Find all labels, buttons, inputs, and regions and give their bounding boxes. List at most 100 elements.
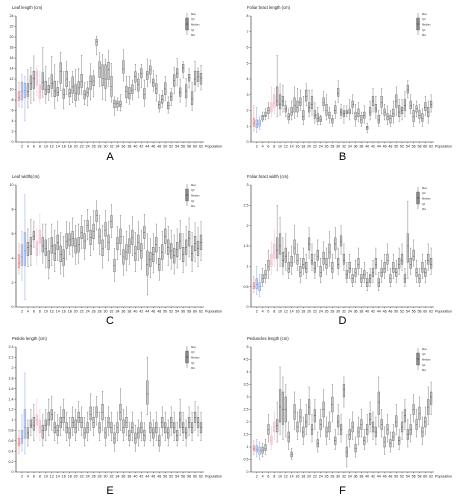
x-tick-label: 12 [50,310,54,314]
box-body [334,105,337,114]
box-body [290,255,293,267]
x-tick-label: 52 [400,310,404,314]
x-tick-label: 54 [175,310,179,314]
x-tick-label: 18 [301,310,305,314]
x-tick-label: 34 [348,310,352,314]
y-tick-label: 0 [247,140,249,144]
box-body [146,250,149,276]
x-tick-label: 48 [388,145,392,149]
box-item [170,406,173,436]
x-tick-label: 22 [313,475,317,479]
box-item [199,411,203,441]
box-item [386,243,389,271]
box-item [322,389,325,428]
x-tick-label: 52 [169,475,173,479]
box-item [310,89,314,116]
box-body [276,86,279,106]
x-tick-label: 36 [121,310,125,314]
x-tick-label: 18 [301,145,305,149]
y-tick-label: 1.5 [244,244,249,248]
box-item [421,253,424,279]
x-tick-label: 8 [273,475,275,479]
box-item [398,99,401,122]
box-body [310,253,314,265]
box-item [77,223,80,264]
box-item [152,70,155,92]
box-item [310,243,314,271]
legend-label: Q1 [191,361,195,365]
y-tick-label: 0.6 [9,439,14,443]
x-tick-label: 10 [44,145,48,149]
legend-label: Q3 [422,191,426,195]
box-item [167,96,170,114]
box-item [389,268,392,287]
box-body [164,82,167,95]
box-item [331,115,334,127]
x-tick-label: 16 [62,310,66,314]
legend-label: Median [191,193,200,197]
box-item [261,111,264,122]
x-tick-label: 54 [406,145,410,149]
x-tick-label: 2 [21,310,23,314]
box-item [32,404,36,441]
y-tick-label: 5 [247,61,249,65]
box-item [258,441,261,460]
box-item [95,36,98,56]
legend-label: Q3 [191,188,195,192]
x-tick-label: 26 [92,310,96,314]
box-item [170,88,173,106]
box-body [38,419,41,434]
x-axis-title: Population [205,145,222,149]
y-tick-label: 6 [247,46,249,50]
y-tick-label: 1 [12,418,14,422]
box-body [92,75,95,86]
legend-label: Q1 [422,28,426,32]
y-tick-label: 2.5 [244,204,249,208]
x-tick-label: 16 [62,475,66,479]
box-item [173,411,176,441]
box-item [406,80,409,99]
box-body [398,258,401,269]
box-body [38,84,41,99]
box-item [176,58,179,86]
box-item [140,64,143,88]
x-tick-label: 8 [39,145,41,149]
legend-label: Q1 [422,202,426,206]
box-item [345,434,348,468]
box-item [89,393,92,431]
box-item [71,71,74,103]
box-item [351,94,354,114]
x-tick-label: 16 [295,145,299,149]
x-tick-label: 22 [313,145,317,149]
box-body [23,409,27,439]
box-body [20,244,24,266]
x-tick-label: 12 [284,310,288,314]
x-tick-label: 36 [121,475,125,479]
y-tick-label: 8 [247,14,249,18]
box-item [146,58,149,88]
box-item [319,115,322,125]
panel-letter: B [339,151,346,163]
box-item [270,241,273,275]
box-item [357,102,360,122]
box-body [125,86,128,99]
box-item [308,227,311,259]
box-body [161,95,164,104]
box-item [38,71,41,104]
box-item [149,59,152,83]
box-body [41,72,44,90]
box-body [374,104,377,113]
y-tick-label: 2 [247,420,249,424]
x-tick-label: 54 [175,475,179,479]
box-body [369,107,372,116]
box-body [62,249,65,266]
x-tick-label: 50 [163,310,167,314]
x-tick-label: 4 [262,475,264,479]
x-tick-label: 52 [169,310,173,314]
box-body [392,262,395,273]
x-tick-label: 6 [33,310,35,314]
box-body [360,115,363,124]
box-item [339,225,343,255]
box-body [196,70,200,82]
box-body [179,87,182,97]
